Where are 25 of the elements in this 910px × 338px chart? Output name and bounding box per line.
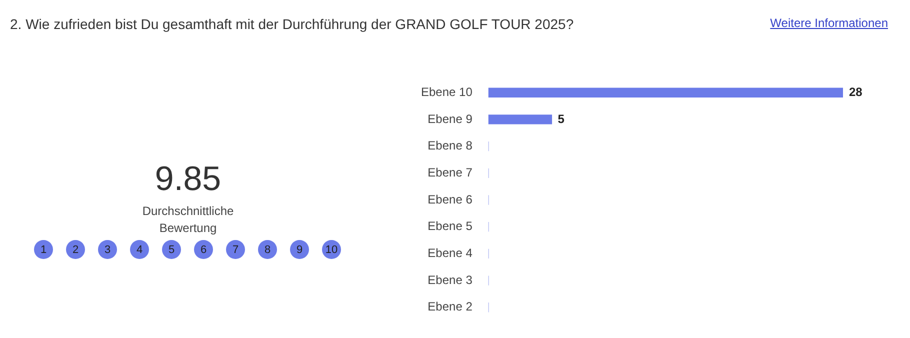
text: Weitere Informationen (770, 16, 888, 30)
text: 10 (322, 240, 341, 259)
text: 8 (258, 240, 277, 259)
text: 4 (130, 240, 149, 259)
y-tick-label: Ebene 4 (428, 246, 473, 260)
y-tick-label: Ebene 7 (428, 165, 473, 180)
text: 2. Wie zufrieden bist Du gesamthaft mit der Durchführung der GRAND GOLF TOUR 2025? (10, 16, 574, 32)
text: 3 (98, 240, 117, 259)
text: 6 (194, 240, 213, 259)
text: 9 (290, 240, 309, 259)
y-tick-label: Ebene 8 (428, 138, 473, 153)
y-tick-label: Ebene 5 (428, 219, 473, 234)
y-tick-label: Ebene 9 (428, 112, 473, 126)
data-label: 5 (558, 112, 565, 126)
y-tick-label: Ebene 2 (428, 300, 473, 314)
text: 7 (226, 240, 245, 259)
text: 2 (66, 240, 85, 259)
y-tick-label: Ebene 3 (428, 272, 473, 287)
data-label: 28 (849, 84, 863, 99)
y-tick-label: Ebene 6 (428, 192, 473, 206)
text: Durchschnittliche Bewertung (141, 203, 235, 237)
text: 9.85 (154, 160, 222, 199)
text: 1 (34, 240, 53, 259)
y-tick-label: Ebene 10 (420, 84, 473, 99)
text: 5 (162, 240, 181, 259)
